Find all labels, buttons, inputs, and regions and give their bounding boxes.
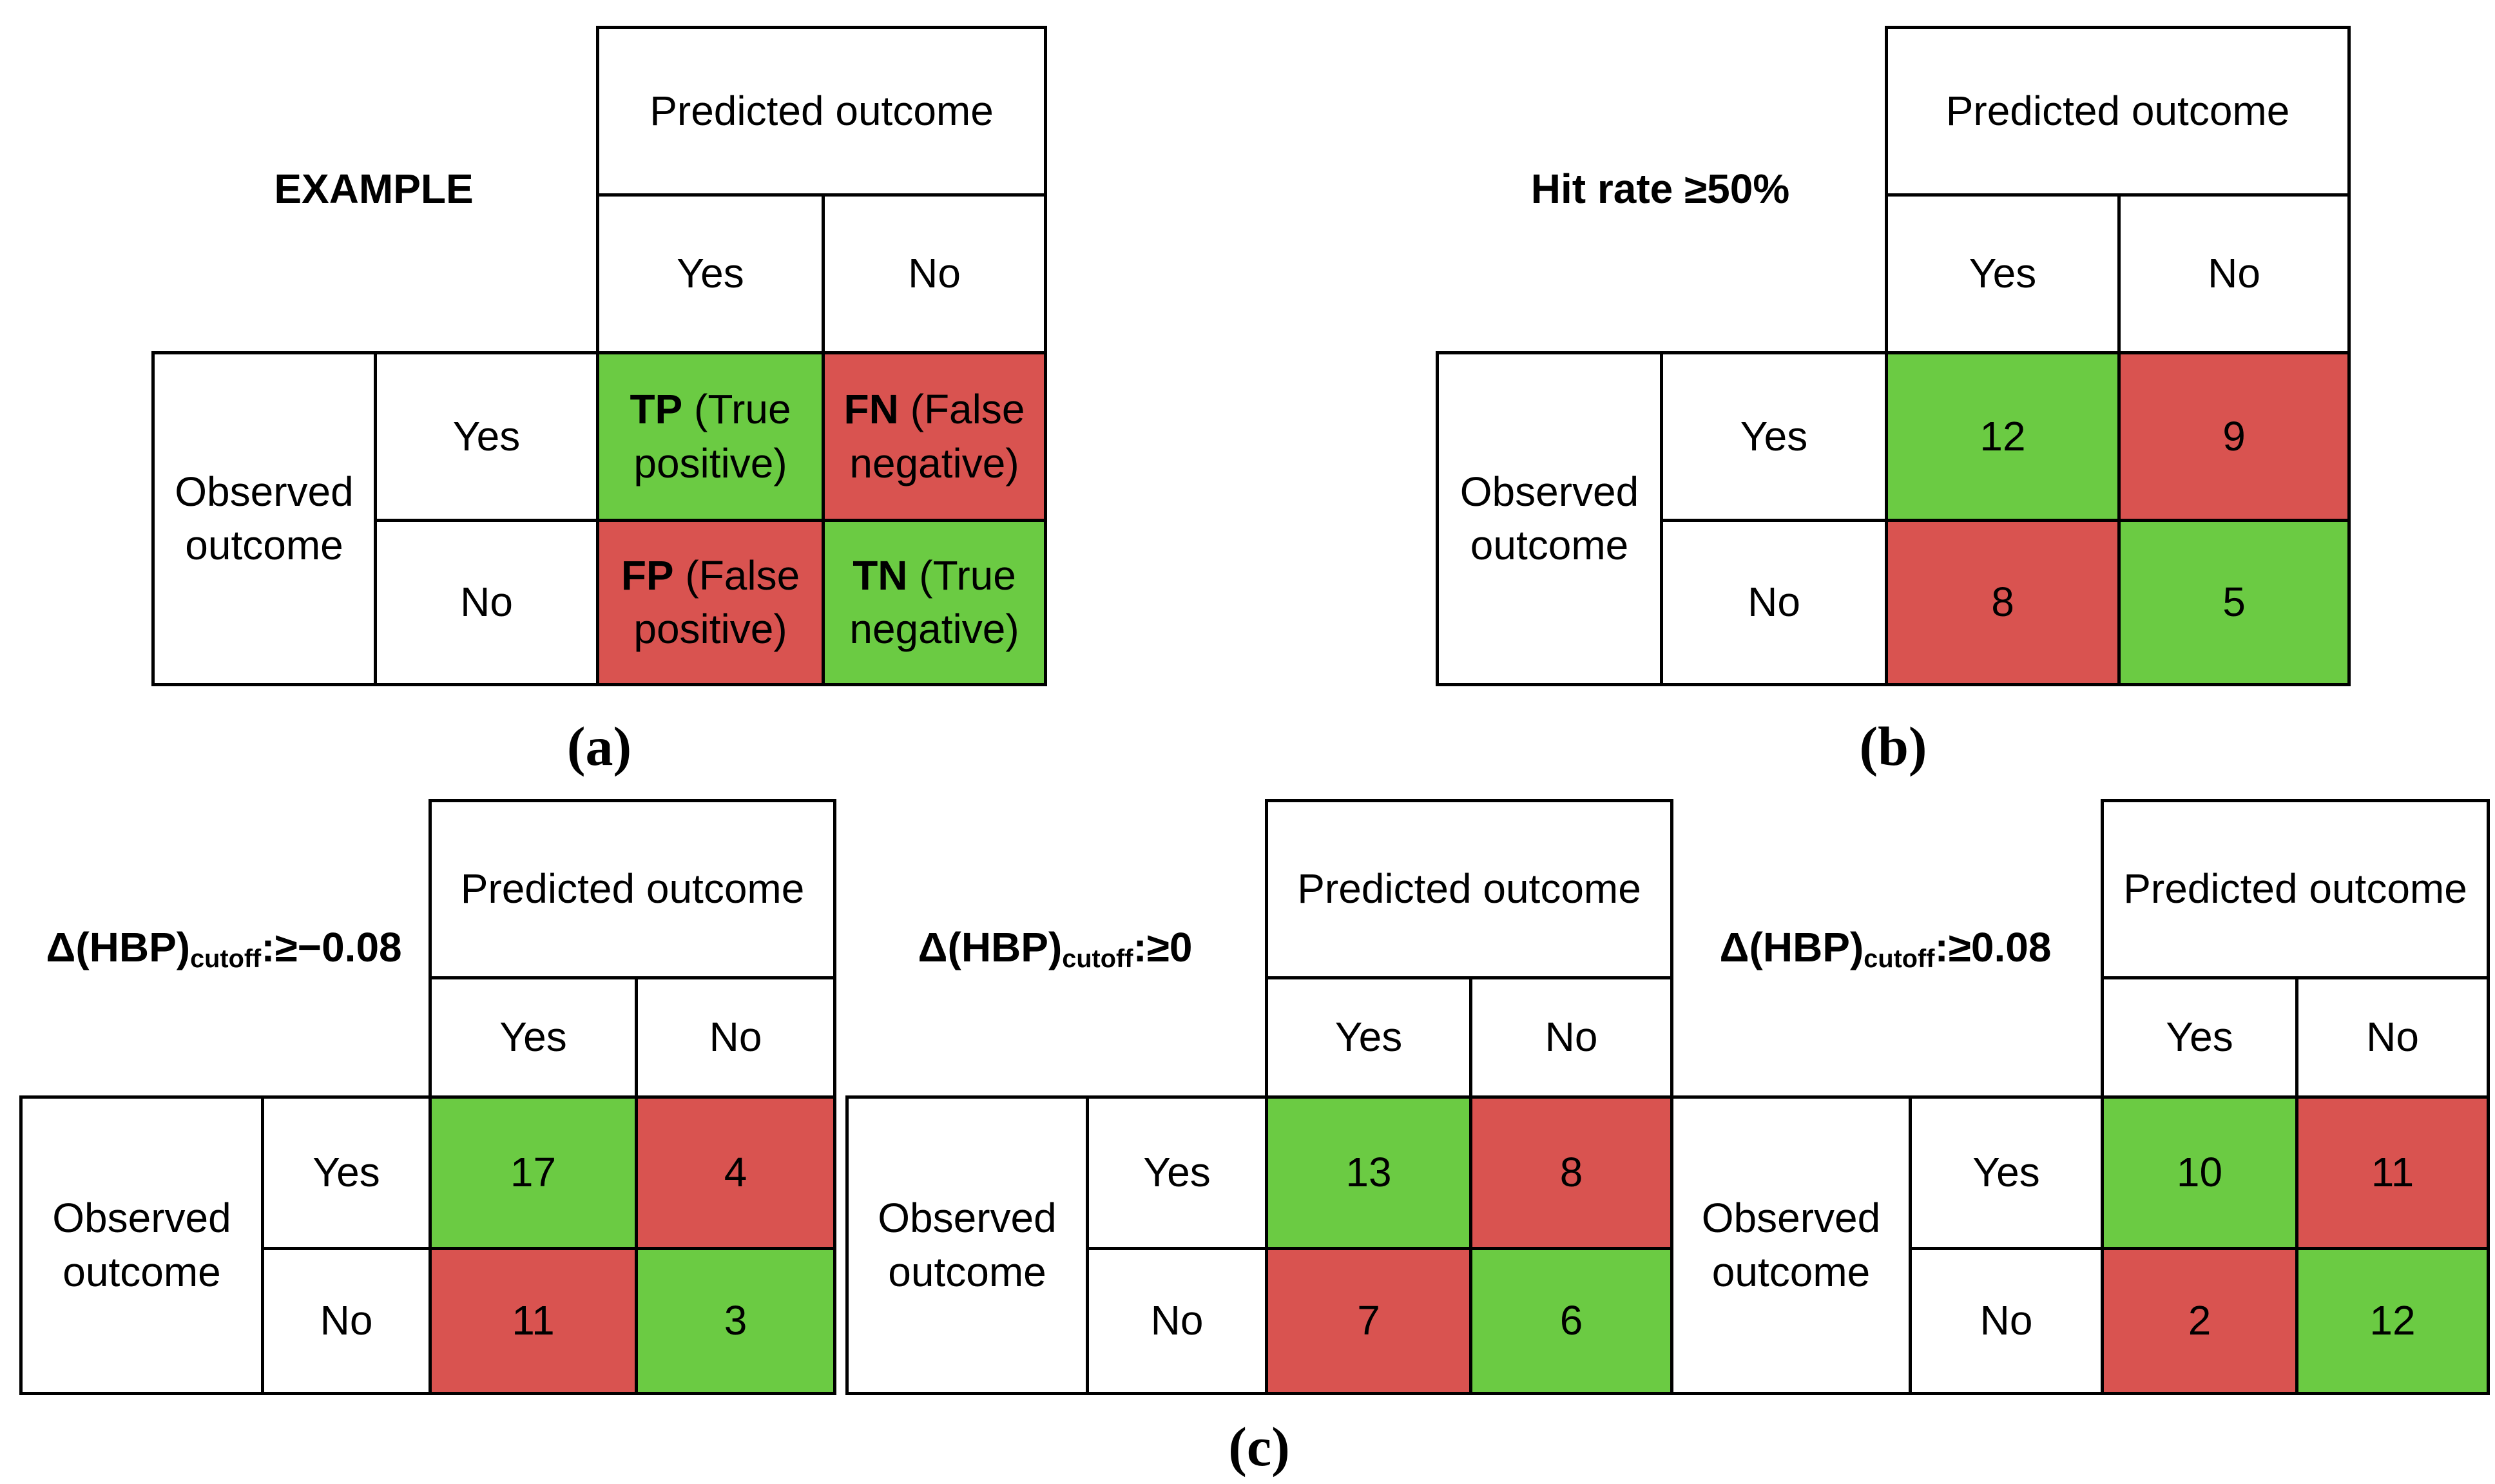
subfigure-caption-b: (b) [1859, 715, 1927, 777]
cell-false-positive: 7 [1265, 1247, 1469, 1395]
row-label-yes: Yes [1086, 1095, 1265, 1247]
observed-outcome-header: Observed outcome [19, 1095, 261, 1395]
table-title-area: Δ(HBP)cutoff:≥−0.08 [19, 799, 429, 1095]
cell-true-negative: TN (True negative) [822, 519, 1047, 686]
confusion-table-hbp-plus008: Δ(HBP)cutoff:≥0.08 Predicted outcome Yes… [1670, 799, 2490, 1395]
cell-true-positive: TP (True positive) [596, 351, 822, 519]
predicted-outcome-header: Predicted outcome [596, 26, 1047, 193]
confusion-table-hbp-minus008: Δ(HBP)cutoff:≥−0.08 Predicted outcome Ye… [19, 799, 836, 1395]
row-label-yes: Yes [1909, 1095, 2101, 1247]
cell-false-negative: 9 [2117, 351, 2351, 519]
row-label-no: No [261, 1247, 429, 1395]
observed-outcome-label: Observed outcome [878, 1195, 1057, 1295]
table-title: EXAMPLE [274, 165, 474, 212]
row-label-no: No [1660, 519, 1885, 686]
col-header-yes: Yes [2101, 976, 2295, 1095]
observed-outcome-header: Observed outcome [151, 351, 374, 686]
predicted-outcome-header: Predicted outcome [2101, 799, 2490, 976]
table-title-area: Hit rate ≥50% [1436, 26, 1885, 351]
col-header-no: No [1469, 976, 1673, 1095]
col-header-yes: Yes [429, 976, 635, 1095]
cell-false-positive: 2 [2101, 1247, 2295, 1395]
row-label-yes: Yes [1660, 351, 1885, 519]
table-title-area: Δ(HBP)cutoff:≥0.08 [1670, 799, 2101, 1095]
table-title: Δ(HBP)cutoff:≥0.08 [1719, 924, 2052, 973]
cell-true-positive: 12 [1885, 351, 2117, 519]
observed-outcome-label: Observed outcome [1459, 468, 1639, 568]
table-title: Δ(HBP)cutoff:≥0 [918, 924, 1193, 973]
observed-outcome-label: Observed outcome [175, 468, 354, 568]
table-title-area: EXAMPLE [151, 26, 596, 351]
predicted-outcome-header: Predicted outcome [429, 799, 836, 976]
col-header-no: No [822, 193, 1047, 351]
cell-false-negative: 4 [635, 1095, 836, 1247]
cell-true-negative: 5 [2117, 519, 2351, 686]
cell-false-positive: 11 [429, 1247, 635, 1395]
table-title-area: Δ(HBP)cutoff:≥0 [845, 799, 1265, 1095]
observed-outcome-header: Observed outcome [1670, 1095, 1909, 1395]
subfigure-caption-c: (c) [1228, 1416, 1290, 1478]
confusion-table-hbp-zero: Δ(HBP)cutoff:≥0 Predicted outcome Yes No… [845, 799, 1673, 1395]
table-title: Hit rate ≥50% [1530, 165, 1790, 212]
col-header-yes: Yes [1265, 976, 1469, 1095]
confusion-table-example: EXAMPLE Predicted outcome Yes No Observe… [151, 26, 1047, 686]
cell-false-negative: 11 [2295, 1095, 2490, 1247]
col-header-yes: Yes [1885, 193, 2117, 351]
observed-outcome-label: Observed outcome [1701, 1195, 1881, 1295]
col-header-no: No [635, 976, 836, 1095]
cell-true-positive: 17 [429, 1095, 635, 1247]
table-title: Δ(HBP)cutoff:≥−0.08 [46, 924, 402, 973]
observed-outcome-header: Observed outcome [845, 1095, 1086, 1395]
col-header-no: No [2295, 976, 2490, 1095]
col-header-yes: Yes [596, 193, 822, 351]
col-header-no: No [2117, 193, 2351, 351]
cell-false-positive: FP (False positive) [596, 519, 822, 686]
row-label-no: No [1086, 1247, 1265, 1395]
cell-false-positive: 8 [1885, 519, 2117, 686]
cell-true-negative: 6 [1469, 1247, 1673, 1395]
row-label-no: No [374, 519, 596, 686]
cell-true-negative: 3 [635, 1247, 836, 1395]
predicted-outcome-header: Predicted outcome [1885, 26, 2351, 193]
row-label-yes: Yes [374, 351, 596, 519]
subfigure-caption-a: (a) [566, 715, 632, 777]
predicted-outcome-header: Predicted outcome [1265, 799, 1673, 976]
cell-true-positive: 13 [1265, 1095, 1469, 1247]
confusion-table-hit-rate: Hit rate ≥50% Predicted outcome Yes No O… [1436, 26, 2351, 686]
cell-true-positive: 10 [2101, 1095, 2295, 1247]
row-label-yes: Yes [261, 1095, 429, 1247]
cell-true-negative: 12 [2295, 1247, 2490, 1395]
cell-false-negative: FN (False negative) [822, 351, 1047, 519]
observed-outcome-label: Observed outcome [52, 1195, 231, 1295]
observed-outcome-header: Observed outcome [1436, 351, 1660, 686]
row-label-no: No [1909, 1247, 2101, 1395]
cell-false-negative: 8 [1469, 1095, 1673, 1247]
